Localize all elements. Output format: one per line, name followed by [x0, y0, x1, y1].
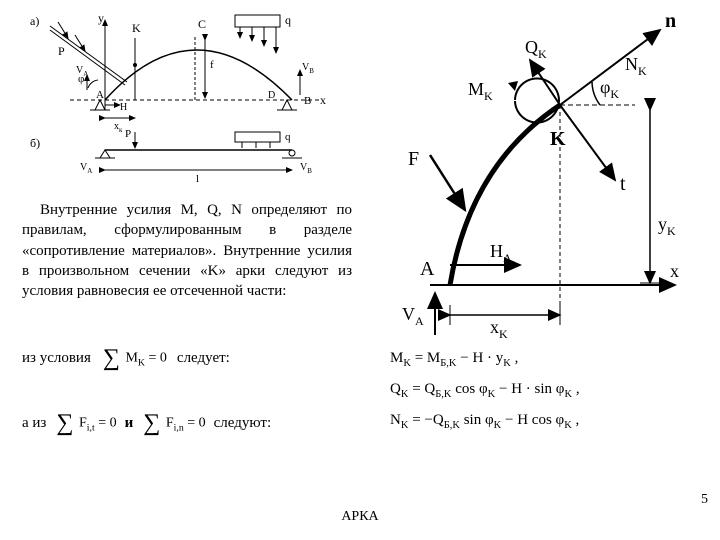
label-n: n: [665, 10, 676, 32]
line1-pre: из условия: [22, 350, 91, 367]
label-B: B: [304, 95, 311, 107]
svg-text:VB: VB: [300, 162, 312, 175]
svg-text:VB: VB: [302, 62, 314, 75]
arch-diagram-left: а) y P K C f: [20, 10, 340, 185]
footer-title: АРКА: [0, 509, 720, 525]
svg-text:φK: φK: [600, 77, 619, 101]
label-F: F: [408, 148, 419, 170]
label-t: t: [620, 173, 626, 195]
label-D: D: [268, 90, 275, 101]
svg-text:MK: MK: [468, 79, 493, 103]
svg-text:VA: VA: [80, 162, 92, 175]
line1-post: следует:: [177, 350, 230, 367]
svg-text:xк: xк: [114, 121, 123, 134]
svg-text:xK: xK: [490, 317, 508, 341]
label-x: x: [320, 93, 326, 107]
condition-line-2: а из ∑ Fi,t = 0 и ∑ Fi,n = 0 следуют:: [22, 410, 372, 437]
label-C: C: [198, 17, 206, 31]
svg-text:VA: VA: [402, 304, 424, 328]
label-x-ax: x: [670, 261, 679, 281]
label-K: K: [132, 21, 141, 35]
page-number: 5: [701, 492, 708, 508]
condition-line-1: из условия ∑ MK = 0 следует:: [22, 345, 352, 372]
line2-post: следуют:: [214, 415, 271, 432]
label-f: f: [210, 59, 214, 71]
label-P: P: [58, 44, 65, 58]
label-b: б): [30, 136, 40, 150]
section-diagram-right: x K n t φK QK NK MK: [390, 5, 695, 345]
label-y: y: [98, 11, 104, 25]
label-A: A: [96, 89, 104, 101]
label-q: q: [285, 13, 291, 27]
line2-pre: а из: [22, 415, 46, 432]
svg-text:yK: yK: [658, 214, 676, 238]
label-a: а): [30, 14, 39, 28]
svg-text:NK: NK: [625, 54, 647, 78]
label-K2: K: [550, 128, 566, 150]
line2-and: и: [125, 415, 134, 432]
label-qb: q: [285, 131, 291, 143]
label-Pb: P: [125, 128, 131, 140]
equation-mk: MK = MБ,K − H · yK ,: [390, 350, 705, 369]
svg-text:QK: QK: [525, 37, 547, 61]
svg-text:HA: HA: [490, 241, 512, 265]
label-H: H: [120, 102, 127, 113]
equations-block: MK = MБ,K − H · yK , QK = QБ,K cos φK − …: [390, 350, 705, 443]
label-A2: A: [420, 258, 435, 280]
equation-nk: NK = −QБ,K sin φK − H cos φK ,: [390, 412, 705, 431]
equation-qk: QK = QБ,K cos φK − H · sin φK ,: [390, 381, 705, 400]
paragraph-intro: Внутренние усилия M, Q, N определяют по …: [22, 200, 352, 301]
label-l: l: [196, 173, 199, 185]
